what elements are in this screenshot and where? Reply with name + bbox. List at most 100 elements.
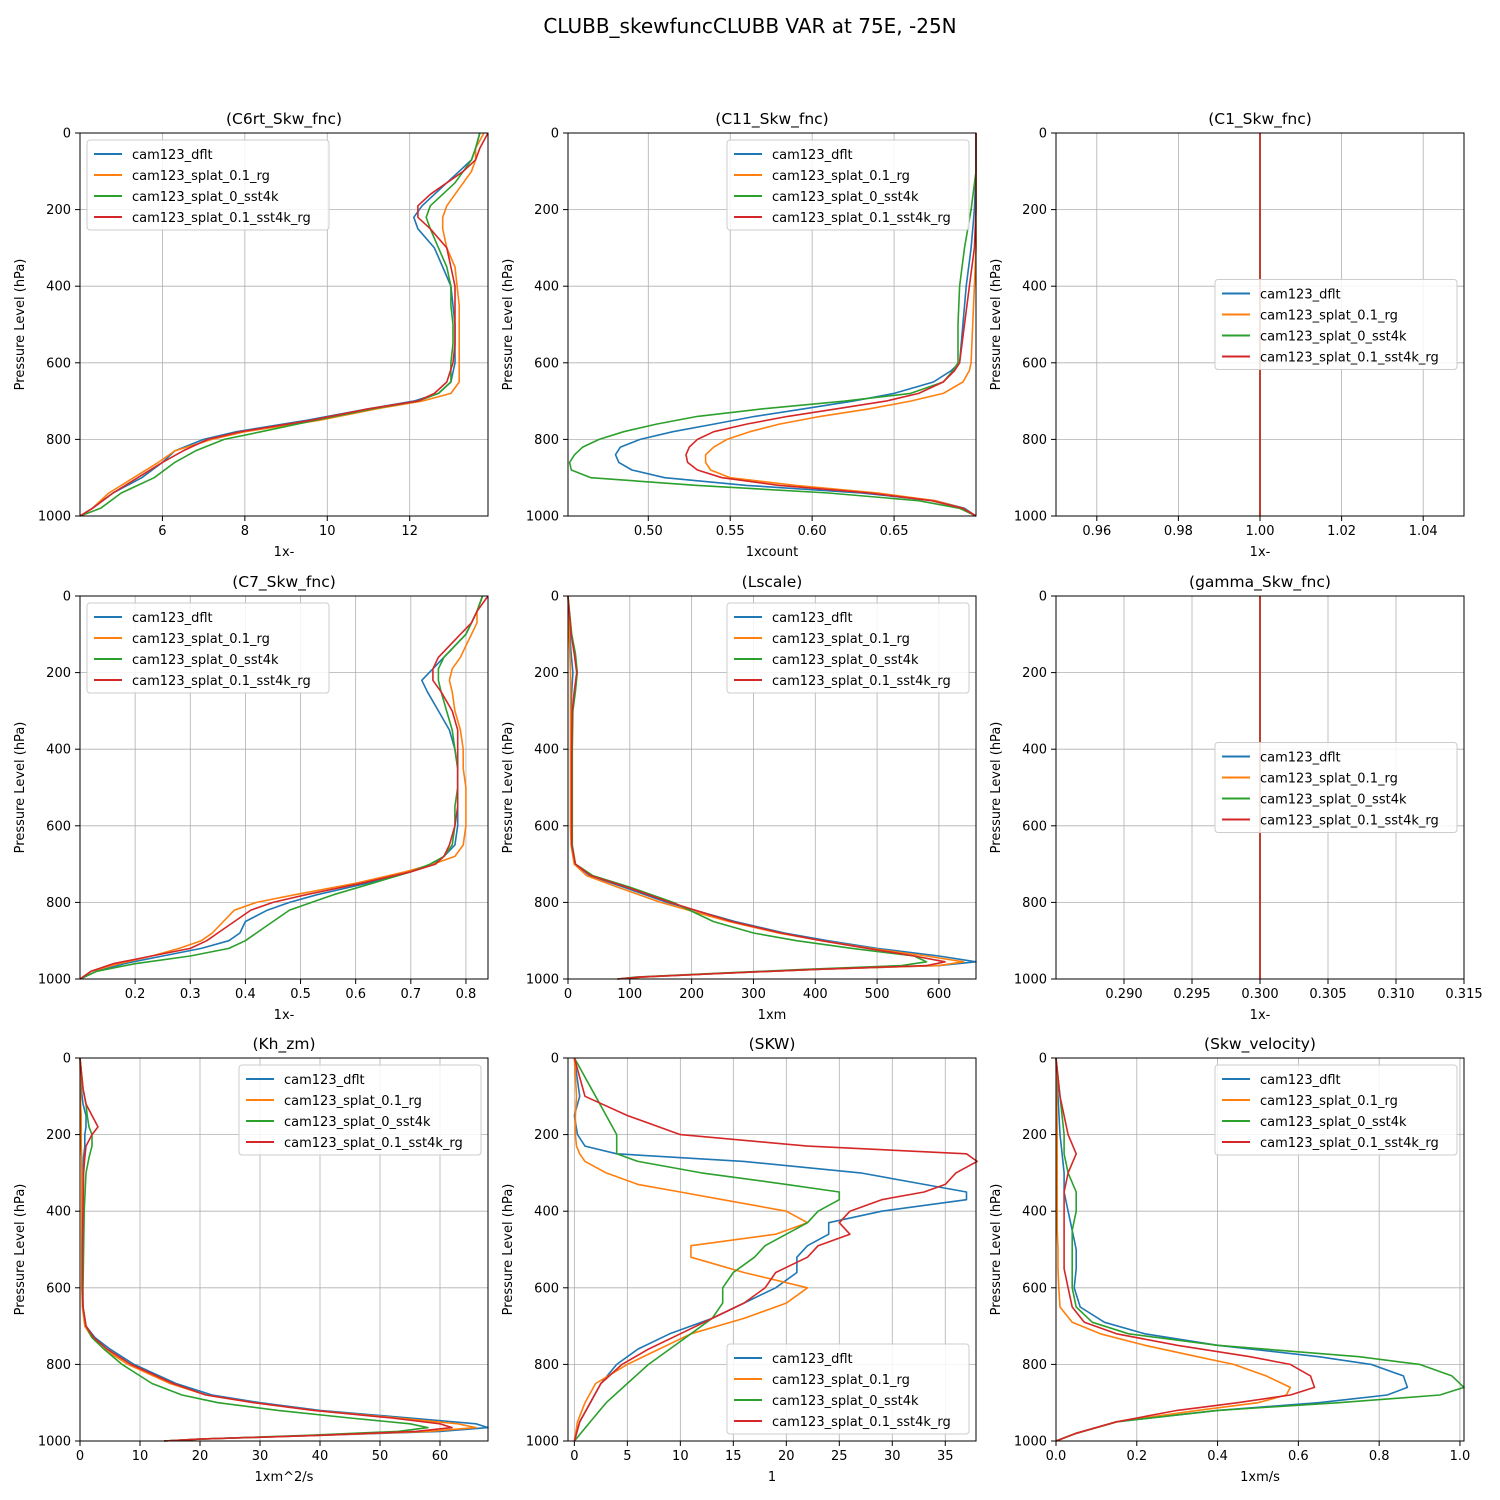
legend-label: cam123_splat_0.1_sst4k_rg <box>132 674 311 689</box>
x-tick-label: 6 <box>158 524 166 539</box>
legend-label: cam123_splat_0.1_rg <box>1260 1094 1398 1109</box>
subplot-8: 0 5 10 15 20 25 30 35 0 200 400 600 800 1000 (SKW) 1 Pre… <box>501 1035 978 1485</box>
series-line-cam123-splat-0-sst4k <box>79 595 484 980</box>
series-line-cam123-splat-0-sst4k <box>79 132 481 517</box>
y-tick-label: 600 <box>534 1281 559 1296</box>
subplot-title: (SKW) <box>749 1035 796 1053</box>
axes-frame <box>1055 1057 1465 1442</box>
y-tick-label: 1000 <box>526 510 559 525</box>
y-axis-label: Pressure Level (hPa) <box>13 259 28 391</box>
y-tick-label: 200 <box>534 666 559 681</box>
legend-label: cam123_splat_0_sst4k <box>284 1115 431 1130</box>
legend-box <box>726 1343 970 1435</box>
x-axis: 0.2 0.3 0.4 0.5 0.6 0.7 0.8 <box>125 979 476 1002</box>
legend: cam123_dflt cam123_splat_0.1_rg cam123_spl… <box>1214 742 1458 833</box>
x-tick-label: 0.6 <box>1288 1449 1309 1464</box>
x-axis: 0.50 0.55 0.60 0.65 <box>634 516 909 539</box>
series-line-cam123-splat-0-1-sst4k-rg <box>79 595 489 980</box>
subplot-2: 0.50 0.55 0.60 0.65 0 200 400 600 800 1000 (C11_Sk… <box>501 110 977 560</box>
y-tick-label: 400 <box>1022 1205 1047 1220</box>
x-tick-label: 0.55 <box>716 524 745 539</box>
legend-label: cam123_dflt <box>132 148 213 163</box>
x-tick-label: 0.50 <box>634 524 663 539</box>
y-axis-label: Pressure Level (hPa) <box>501 259 516 391</box>
y-tick-label: 0 <box>551 1052 559 1067</box>
x-tick-label: 0.310 <box>1377 987 1414 1002</box>
x-tick-label: 20 <box>778 1449 795 1464</box>
axes-frame <box>79 1057 489 1442</box>
series-line-cam123-splat-0-1-sst4k-rg <box>567 595 946 980</box>
series-line-cam123-dflt <box>1055 1057 1409 1442</box>
x-tick-label: 0.2 <box>1126 1449 1147 1464</box>
x-tick-label: 300 <box>741 987 766 1002</box>
subplot-1: 6 8 10 12 0 200 400 600 800 1000 (C6rt_Skw_fnc) 1x-… <box>13 110 489 560</box>
subplot-9: 0.0 0.2 0.4 0.6 0.8 1.0 0 200 400 600 800 1000 (Skw_… <box>989 1035 1470 1485</box>
y-axis: 0 200 400 600 800 1000 <box>1014 127 1056 525</box>
x-tick-label: 1.02 <box>1327 524 1356 539</box>
series-line-cam123-dflt <box>573 1057 968 1442</box>
x-axis: 0.290 0.295 0.300 0.305 0.310 0.315 <box>1105 979 1483 1002</box>
y-tick-label: 0 <box>551 127 559 142</box>
x-axis: 0 100 200 300 400 500 600 <box>564 979 951 1002</box>
legend-box <box>1214 742 1458 833</box>
legend-box <box>238 1064 482 1156</box>
y-axis-label: Pressure Level (hPa) <box>501 1184 516 1316</box>
x-axis-label: 1x- <box>274 1008 295 1023</box>
y-tick-label: 200 <box>46 203 71 218</box>
y-tick-label: 200 <box>534 203 559 218</box>
x-tick-label: 0.65 <box>880 524 909 539</box>
x-tick-label: 40 <box>312 1449 329 1464</box>
x-axis-label: 1x- <box>1250 1008 1271 1023</box>
legend-box <box>726 139 970 231</box>
x-tick-label: 1.04 <box>1409 524 1438 539</box>
series-line-cam123-dflt <box>79 595 484 980</box>
legend-box <box>726 602 970 694</box>
y-tick-label: 800 <box>1022 1358 1047 1373</box>
x-axis: 6 8 10 12 <box>158 516 418 539</box>
legend-label: cam123_splat_0.1_rg <box>1260 309 1398 324</box>
y-tick-label: 400 <box>46 1205 71 1220</box>
legend-label: cam123_splat_0.1_sst4k_rg <box>772 211 951 226</box>
x-tick-label: 0.315 <box>1445 987 1482 1002</box>
series-line-cam123-splat-0-1-sst4k-rg <box>685 133 977 517</box>
x-tick-label: 0.3 <box>180 987 201 1002</box>
y-tick-label: 800 <box>534 433 559 448</box>
x-tick-label: 0.7 <box>400 987 421 1002</box>
legend-label: cam123_splat_0.1_rg <box>772 1373 910 1388</box>
legend: cam123_dflt cam123_splat_0.1_rg cam123_spl… <box>238 1064 482 1156</box>
y-tick-label: 600 <box>1022 356 1047 371</box>
y-tick-label: 800 <box>1022 896 1047 911</box>
y-tick-label: 1000 <box>526 1435 559 1450</box>
axes-frame <box>567 595 977 980</box>
legend-label: cam123_splat_0.1_rg <box>284 1094 422 1109</box>
axes-frame <box>79 132 489 517</box>
series-lines <box>573 1057 978 1442</box>
y-tick-label: 0 <box>1039 1052 1047 1067</box>
legend-label: cam123_dflt <box>772 611 853 626</box>
x-tick-label: 50 <box>372 1449 389 1464</box>
y-tick-label: 800 <box>46 1358 71 1373</box>
legend-label: cam123_dflt <box>772 148 853 163</box>
y-tick-label: 800 <box>1022 433 1047 448</box>
x-tick-label: 0.5 <box>290 987 311 1002</box>
subplot-title: (C1_Skw_fnc) <box>1208 110 1312 129</box>
x-tick-label: 12 <box>401 524 418 539</box>
y-tick-label: 400 <box>1022 280 1047 295</box>
x-axis: 0 10 20 30 40 50 60 <box>76 1441 448 1464</box>
y-tick-label: 200 <box>1022 203 1047 218</box>
series-line-cam123-splat-0-sst4k <box>567 595 928 980</box>
x-axis-label: 1xm <box>758 1008 787 1023</box>
series-line-cam123-splat-0-1-rg <box>567 595 965 980</box>
y-tick-label: 0 <box>1039 590 1047 605</box>
y-tick-label: 400 <box>46 743 71 758</box>
x-tick-label: 0.60 <box>798 524 827 539</box>
series-line-cam123-splat-0-sst4k <box>573 1057 841 1442</box>
x-tick-label: 0 <box>76 1449 84 1464</box>
legend-label: cam123_splat_0_sst4k <box>1260 1115 1407 1130</box>
x-tick-label: 30 <box>884 1449 901 1464</box>
legend: cam123_dflt cam123_splat_0.1_rg cam123_spl… <box>86 139 330 231</box>
series-line-cam123-splat-0-1-rg <box>79 595 484 980</box>
y-axis: 0 200 400 600 800 1000 <box>1014 590 1056 988</box>
y-axis-label: Pressure Level (hPa) <box>501 722 516 854</box>
y-axis: 0 200 400 600 800 1000 <box>526 127 568 525</box>
